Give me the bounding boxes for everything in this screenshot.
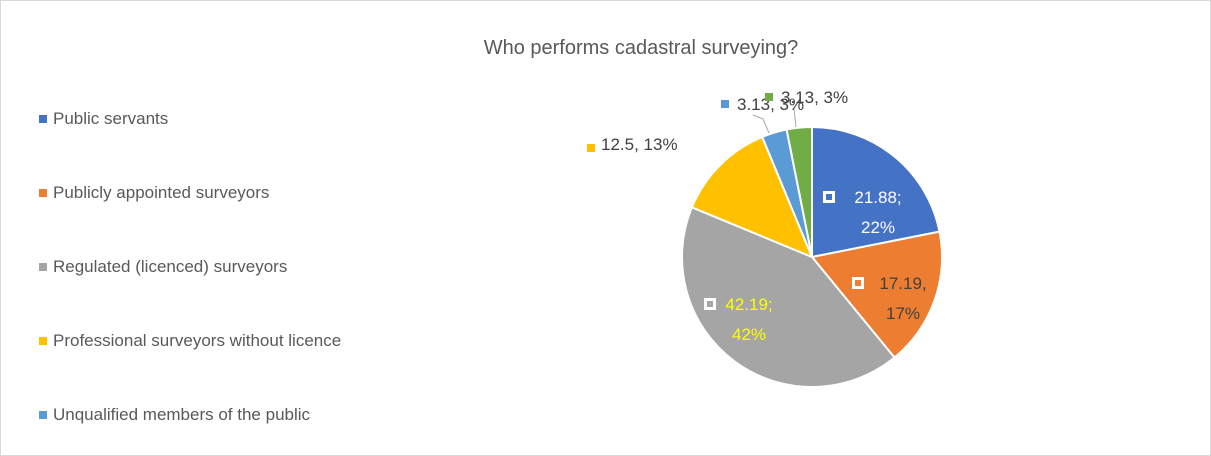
legend-key	[39, 189, 47, 197]
pie-slice	[681, 205, 896, 388]
label-marker	[852, 277, 864, 289]
label-marker	[765, 93, 773, 101]
legend-item: Unqualified members of the public	[39, 402, 393, 428]
data-label: 3.13, 3%	[737, 95, 805, 114]
label-marker	[721, 100, 729, 108]
data-label: 17.19, 17%	[879, 274, 927, 323]
pie-slice	[811, 125, 941, 259]
legend-key	[39, 263, 47, 271]
pie-slice	[810, 230, 943, 359]
pie-slice	[690, 135, 814, 259]
legend-label: Unqualified members of the public	[53, 405, 311, 424]
legend-label: Public servants	[53, 109, 169, 128]
data-label: 12.5, 13%	[601, 135, 678, 154]
legend-item: Regulated (licenced) surveyors	[39, 254, 393, 280]
legend-item: Public servants	[39, 106, 393, 132]
leader-line	[752, 114, 770, 134]
legend-key	[39, 115, 47, 123]
legend-key	[39, 337, 47, 345]
chart-title: Who performs cadastral surveying?	[483, 37, 799, 59]
legend-item: Publicly appointed surveyors	[39, 180, 393, 206]
label-marker	[823, 191, 835, 203]
leader-line	[793, 108, 797, 128]
data-label: 3.13, 3%	[781, 88, 849, 107]
pie-slice	[785, 125, 813, 258]
data-label: 21.88; 22%	[854, 188, 902, 237]
label-marker	[587, 144, 595, 152]
label-marker	[704, 298, 716, 310]
data-label: 42.19; 42%	[725, 295, 773, 344]
legend-label: Professional surveyors without licence	[53, 331, 342, 350]
legend-item: Professional surveyors without licence	[39, 328, 393, 354]
legend-key	[39, 411, 47, 419]
legend-label: Publicly appointed surveyors	[53, 183, 270, 202]
legend-label: Regulated (licenced) surveyors	[53, 257, 288, 276]
